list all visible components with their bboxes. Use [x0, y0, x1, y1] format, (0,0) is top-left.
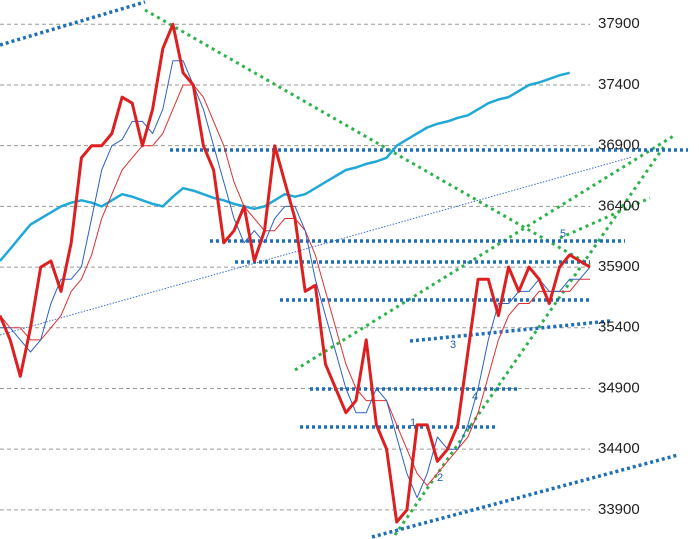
y-tick-label: 34400 — [598, 440, 640, 457]
annotation: 5 — [560, 228, 566, 240]
y-tick-label: 37900 — [598, 15, 640, 32]
trendline — [371, 453, 679, 539]
y-tick-label: 36900 — [598, 137, 640, 154]
series-line — [0, 84, 590, 487]
y-tick-label: 36400 — [598, 197, 640, 214]
annotation: 4 — [472, 391, 478, 403]
series-line — [0, 71, 570, 262]
series-line — [0, 60, 591, 499]
y-tick-label: 35900 — [598, 258, 640, 275]
annotation: 1 — [410, 417, 416, 429]
grid — [0, 23, 590, 511]
y-tick-label: 37400 — [598, 76, 640, 93]
y-tick-label: 33900 — [598, 501, 640, 518]
series-line — [0, 22, 591, 524]
y-tick-label: 35400 — [598, 319, 640, 336]
trendline — [0, 156, 633, 336]
trendline — [559, 196, 651, 240]
support-line — [409, 319, 611, 343]
annotation: 2 — [437, 472, 443, 484]
trendline — [0, 0, 146, 47]
trendline — [294, 133, 676, 372]
trendline — [144, 8, 591, 267]
annotation: 3 — [450, 339, 456, 351]
y-tick-label: 34900 — [598, 379, 640, 396]
